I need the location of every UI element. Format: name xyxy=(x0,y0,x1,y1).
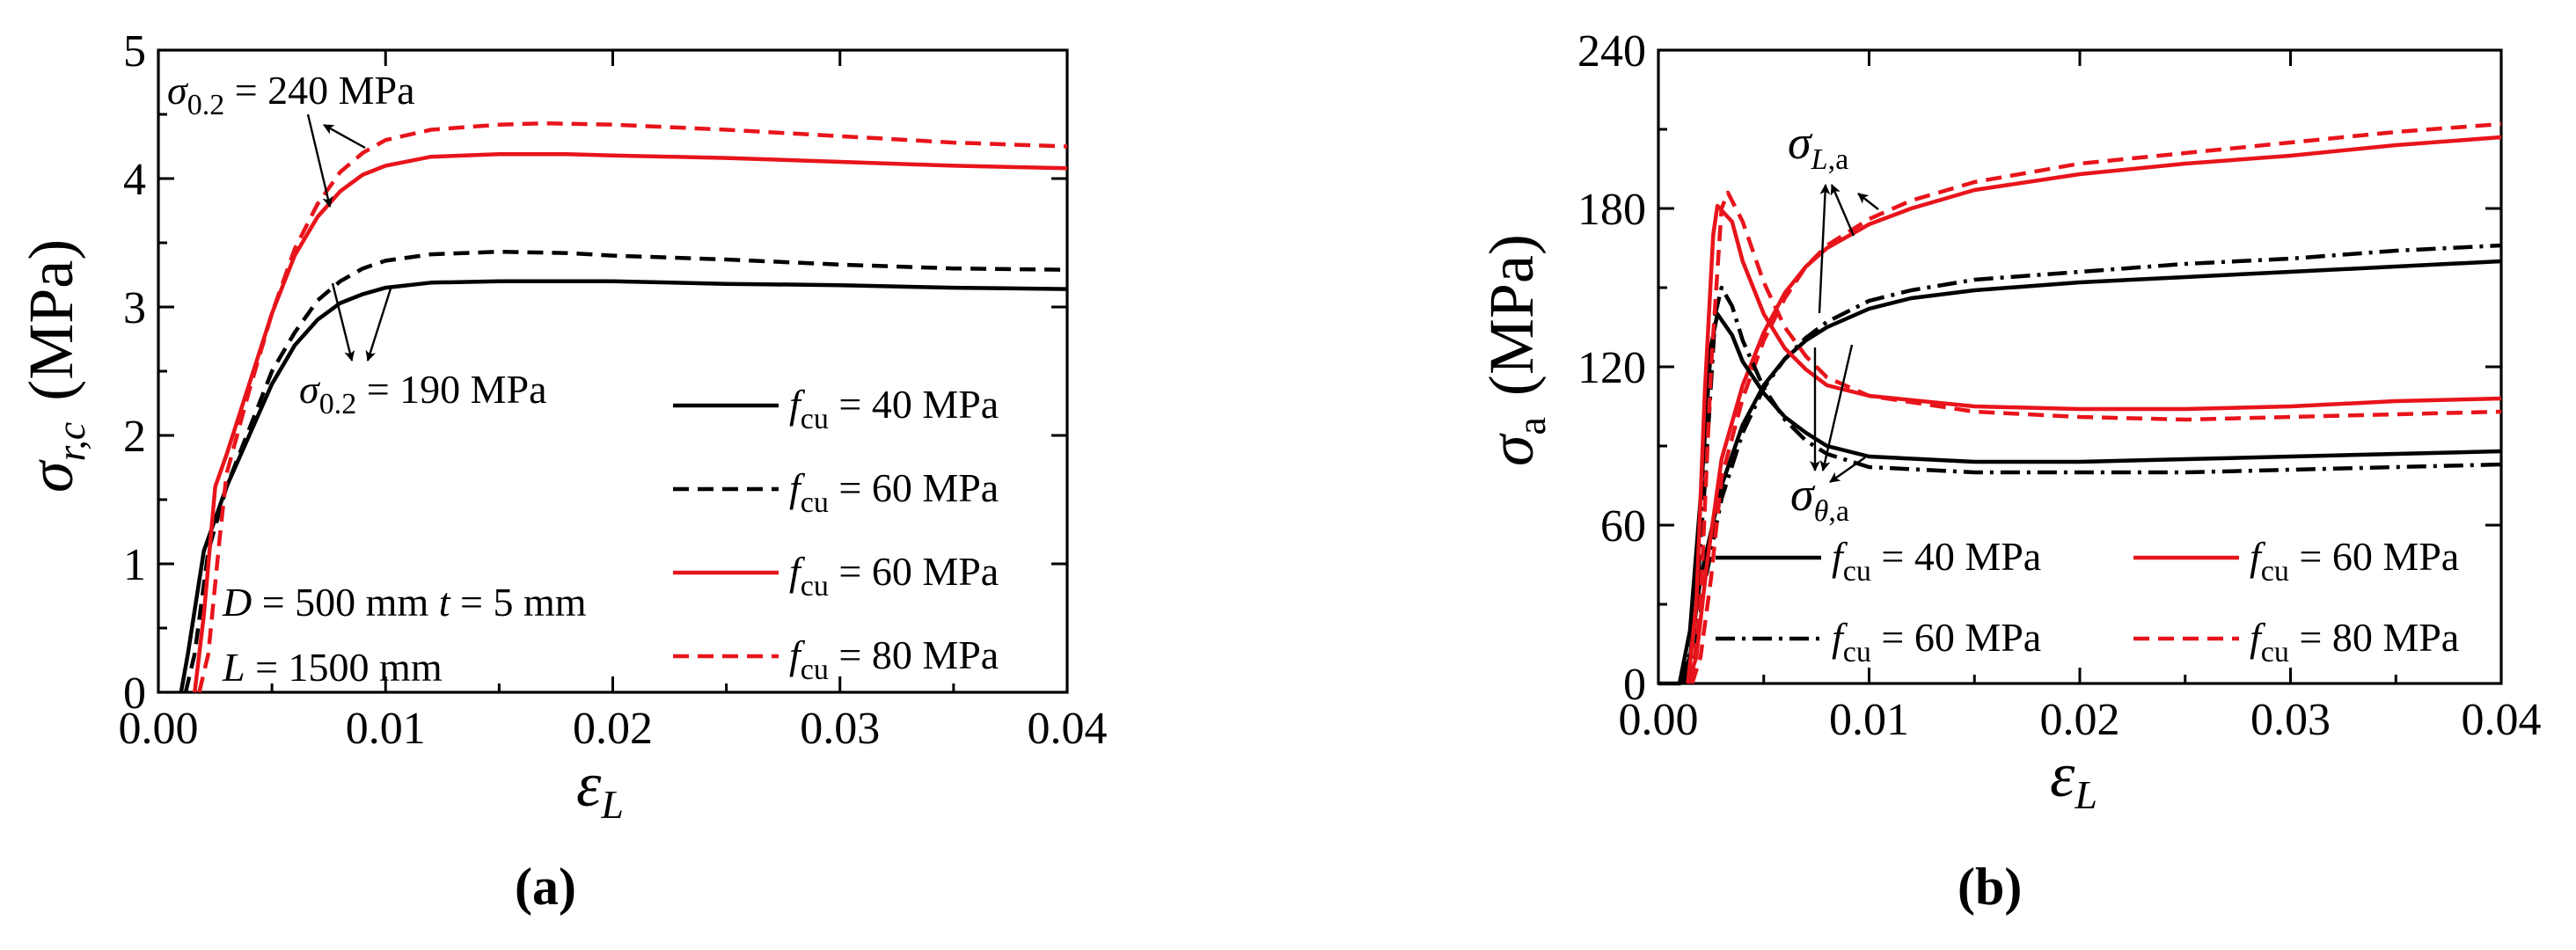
legend-label: fcu = 80 MPa xyxy=(789,632,999,686)
x-tick-label: 0.02 xyxy=(2040,695,2120,745)
x-tick-label: 0.03 xyxy=(800,704,880,754)
y-tick-label: 0 xyxy=(123,669,146,719)
y-tick-label: 3 xyxy=(123,283,146,333)
panel-label-b: (b) xyxy=(1958,858,2022,916)
chart-b-series xyxy=(1658,121,2502,686)
y-tick-label: 120 xyxy=(1577,343,1646,393)
chart-a-arrow-240-right xyxy=(323,123,366,150)
series-line-3 xyxy=(1686,135,2502,684)
legend-label: fcu = 60 MPa xyxy=(789,465,999,519)
x-tick-label: 0.04 xyxy=(1028,704,1108,754)
legend-label: fcu = 60 MPa xyxy=(789,549,999,603)
chart-b-y-axis-label: σa(MPa) xyxy=(1476,234,1554,466)
chart-a-y-axis-label: σr,c(MPa) xyxy=(16,239,93,493)
chart-a-x-axis-label: εL xyxy=(576,749,624,827)
legend-label: fcu = 60 MPa xyxy=(2250,534,2459,588)
chart-a-arrow-240-left xyxy=(306,113,333,208)
chart-a-series xyxy=(179,121,1068,693)
chart-a-annotation-sigma-190: σ0.2 = 190 MPa xyxy=(299,367,547,420)
series-line-4 xyxy=(1690,121,2502,684)
x-tick-label: 0.01 xyxy=(1829,695,1909,745)
series-line-3 xyxy=(193,152,1068,693)
x-tick-label: 0.00 xyxy=(119,704,199,754)
y-tick-label: 1 xyxy=(123,540,146,590)
panel-label-a: (a) xyxy=(515,858,576,916)
y-tick-label: 4 xyxy=(123,155,146,205)
y-tick-label: 0 xyxy=(1623,660,1646,710)
chart-b-plot-frame xyxy=(1657,48,2503,685)
legend-label: fcu = 40 MPa xyxy=(789,382,999,435)
chart-a-tick-labels: 0.00 0.01 0.02 0.03 0.04 0 1 2 3 4 5 xyxy=(119,26,1108,754)
x-tick-label: 0.01 xyxy=(346,704,426,754)
chart-a-annotation-sigma-240: σ0.2 = 240 MPa xyxy=(167,68,415,121)
chart-b-arrow-L-3 xyxy=(1818,184,1831,314)
chart-b-ticks xyxy=(1657,48,2503,685)
chart-a-arrow-190-left xyxy=(331,282,355,362)
chart-a-arrow-190-right xyxy=(365,285,393,362)
legend-label: fcu = 40 MPa xyxy=(1832,534,2041,588)
chart-b-arrow-theta-2 xyxy=(1819,344,1854,471)
chart-b-x-axis-label: εL xyxy=(2050,740,2097,817)
x-tick-label: 0.00 xyxy=(1619,695,1699,745)
y-tick-label: 5 xyxy=(123,26,146,77)
series-line-6 xyxy=(1681,285,2502,684)
chart-b-arrow-theta-3 xyxy=(1829,457,1866,483)
chart-a-ticks xyxy=(157,48,1069,694)
y-tick-label: 240 xyxy=(1577,26,1646,77)
chart-b: 0.00 0.01 0.02 0.03 0.04 0 60 120 180 240 σa(MPa)… xyxy=(1476,26,2542,817)
y-tick-label: 2 xyxy=(123,412,146,462)
x-tick-label: 0.02 xyxy=(573,704,653,754)
y-tick-label: 60 xyxy=(1600,501,1646,552)
chart-a-dimensions-line2: L = 1500 mm xyxy=(222,645,443,690)
chart-b-legend: fcu = 40 MPa fcu = 60 MPa fcu = 60 MPa fcu … xyxy=(1716,534,2459,669)
chart-b-arrow-L-1 xyxy=(1857,193,1879,210)
y-tick-label: 180 xyxy=(1577,185,1646,235)
series-line-8 xyxy=(1690,190,2502,684)
legend-label: fcu = 60 MPa xyxy=(1832,615,2041,669)
chart-b-tick-labels: 0.00 0.01 0.02 0.03 0.04 0 60 120 180 240 xyxy=(1577,26,2542,745)
legend-label: fcu = 80 MPa xyxy=(2250,615,2459,669)
chart-a-dimensions-line1: D = 500 mm t = 5 mm xyxy=(222,580,587,625)
x-tick-label: 0.04 xyxy=(2462,695,2542,745)
chart-b-arrow-L-2 xyxy=(1830,184,1855,237)
series-line-4 xyxy=(197,121,1068,693)
chart-a-legend: fcu = 40 MPa fcu = 60 MPa fcu = 60 MPa fcu … xyxy=(673,382,999,686)
x-tick-label: 0.03 xyxy=(2250,695,2331,745)
chart-b-annotation-sigma-L: σL,a xyxy=(1788,116,1848,176)
series-line-7 xyxy=(1686,203,2502,684)
chart-b-annotation-sigma-theta: σθ,a xyxy=(1790,468,1849,528)
